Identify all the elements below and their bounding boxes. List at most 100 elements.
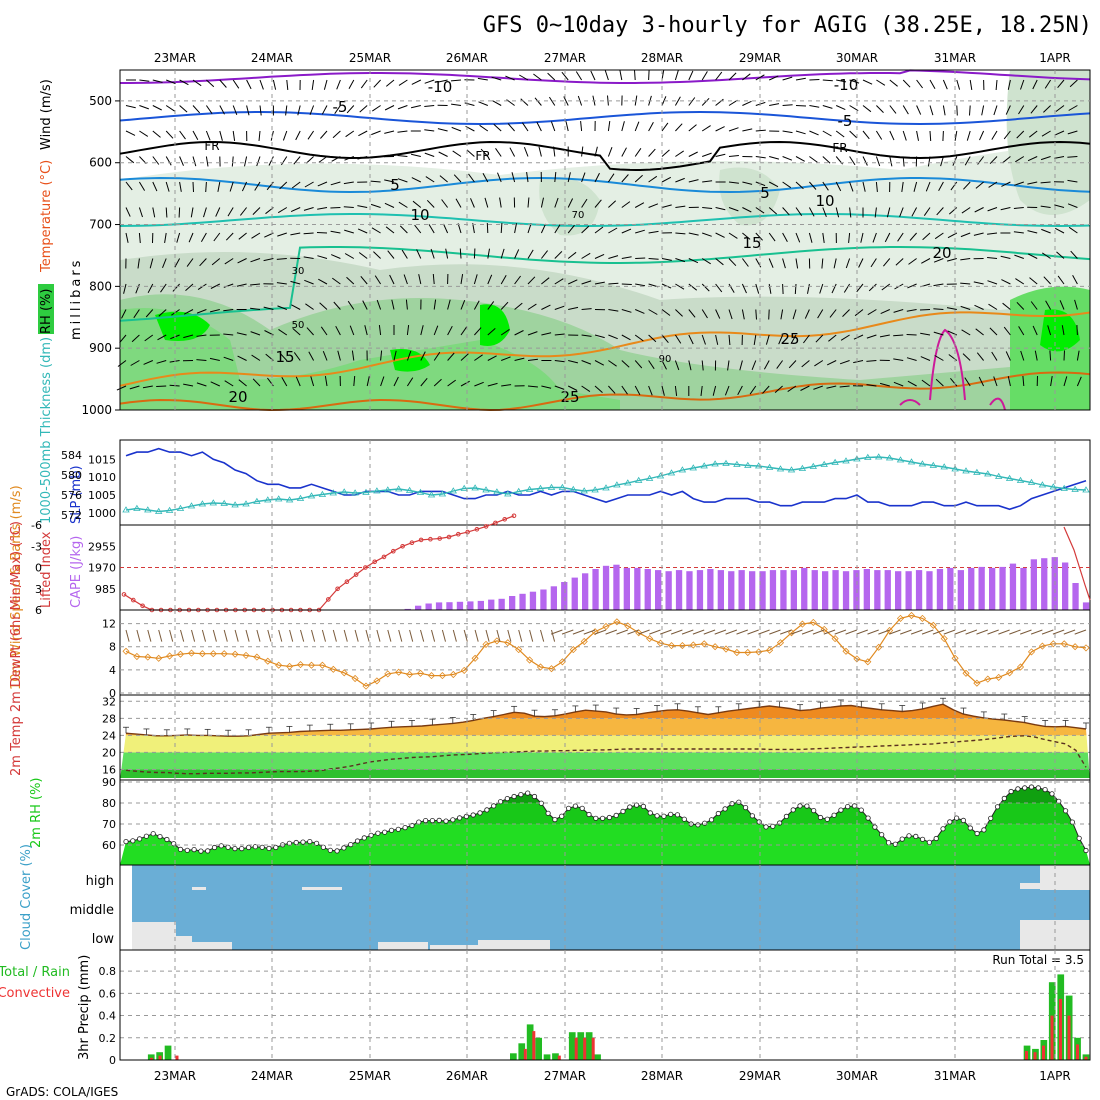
rh-marker xyxy=(218,843,224,849)
wind-barb xyxy=(380,350,383,361)
wind-barb xyxy=(420,377,428,387)
rh-marker xyxy=(906,833,912,839)
wind-barb xyxy=(416,249,422,259)
rh-marker xyxy=(804,803,810,809)
wind-barb xyxy=(330,230,341,234)
wind-barb xyxy=(728,309,733,320)
wind-barb xyxy=(374,275,382,285)
rh-marker xyxy=(749,813,756,819)
wind-barb xyxy=(688,151,698,157)
wind-barb xyxy=(499,197,502,208)
slp-line xyxy=(125,447,1087,511)
wind-barb xyxy=(460,300,466,310)
wind-barb xyxy=(380,376,385,387)
wind-barbs-upper xyxy=(116,69,1091,411)
li-marker xyxy=(353,572,359,577)
thickness-marker xyxy=(482,486,490,493)
wind-barb xyxy=(870,258,877,268)
wind-barb xyxy=(324,376,328,387)
rh-marker xyxy=(307,838,313,845)
wind-barb xyxy=(240,207,247,216)
wind-barb xyxy=(634,148,642,157)
rh-marker xyxy=(817,814,824,821)
rh-marker xyxy=(770,823,776,829)
wind-barb xyxy=(604,70,609,81)
isotherm-minus10 xyxy=(120,69,1091,84)
rh-tick-label: 90 xyxy=(102,776,116,789)
wind-barb xyxy=(1069,79,1078,88)
wind10m-barb xyxy=(245,629,250,642)
wind-barb xyxy=(621,256,632,259)
cape-bar xyxy=(498,598,505,610)
cape-li-panel: Lifted Index CAPE (J/kg) 98519702955-6-3… xyxy=(31,513,1091,617)
wind10m-marker xyxy=(1060,640,1068,648)
rh-marker xyxy=(456,815,463,821)
wind-barb xyxy=(993,376,998,387)
wind10m-marker xyxy=(569,646,577,654)
wind-barb xyxy=(1063,350,1065,361)
slp-frame xyxy=(119,439,1091,526)
wind-barb xyxy=(196,382,207,387)
wind-barb xyxy=(876,105,884,113)
wind10m-line xyxy=(125,614,1087,687)
thickness-marker xyxy=(776,465,785,472)
wind10m-marker xyxy=(438,672,446,680)
cape-bar xyxy=(1072,583,1079,610)
wind-barb xyxy=(149,258,154,269)
cloud-cover-region xyxy=(302,887,342,890)
thickness-marker xyxy=(809,462,818,469)
wind10m-marker xyxy=(962,669,970,677)
thickness-marker xyxy=(285,496,294,503)
precip-total-bar xyxy=(594,1054,601,1060)
wind10m-barb xyxy=(594,629,607,635)
wind-barb xyxy=(278,328,288,336)
wind-barb xyxy=(1057,79,1065,89)
wind-barb xyxy=(893,334,904,337)
cape-bar xyxy=(822,571,829,610)
wind10m-barb xyxy=(136,629,141,642)
wind-barb xyxy=(580,121,583,132)
wind-barb xyxy=(1007,376,1011,387)
wind-barb xyxy=(728,334,731,346)
wind-barb xyxy=(715,126,725,132)
wind-barb xyxy=(514,275,521,285)
cape-bar xyxy=(936,569,944,610)
wind10m-marker xyxy=(122,647,130,655)
wind-barb xyxy=(795,105,807,107)
wind10m-barb xyxy=(638,629,650,635)
precip-convective-bar xyxy=(557,1055,561,1060)
wind-barb xyxy=(567,251,577,259)
wind-barb xyxy=(866,334,877,339)
thickness-marker xyxy=(929,461,938,468)
wind-barb xyxy=(466,149,475,157)
wind-barb xyxy=(936,207,944,216)
li-marker xyxy=(437,536,443,541)
wind-barb xyxy=(908,258,917,265)
wind-barb xyxy=(232,105,238,115)
thickness-marker xyxy=(744,461,752,468)
rh-marker xyxy=(552,816,558,823)
wind10m-marker xyxy=(515,646,523,654)
wind-barb xyxy=(290,207,301,213)
wind-barb xyxy=(425,176,435,183)
wind-barb xyxy=(934,355,944,361)
precip-total-bar xyxy=(585,1032,593,1060)
wind-barb xyxy=(133,309,140,319)
wind-barb xyxy=(961,329,971,336)
wind-barb xyxy=(813,385,823,390)
wind-barb xyxy=(902,79,911,88)
precip-convective-bar xyxy=(1042,1045,1045,1060)
wind-barb xyxy=(1018,326,1025,336)
pressure-tick-label: 600 xyxy=(89,156,112,170)
y-label-thickness: 1000-500mb Thickness (dm) xyxy=(39,337,54,524)
wind10m-barb xyxy=(561,629,574,635)
wind10m-marker xyxy=(678,642,686,650)
wind-barb xyxy=(989,156,998,165)
wind-barb xyxy=(414,224,422,234)
precip-convective-bar xyxy=(175,1055,179,1060)
wind-barb xyxy=(304,279,314,285)
thickness-marker xyxy=(1027,478,1036,485)
wind-barb xyxy=(568,306,579,310)
wind-barb xyxy=(411,79,422,85)
